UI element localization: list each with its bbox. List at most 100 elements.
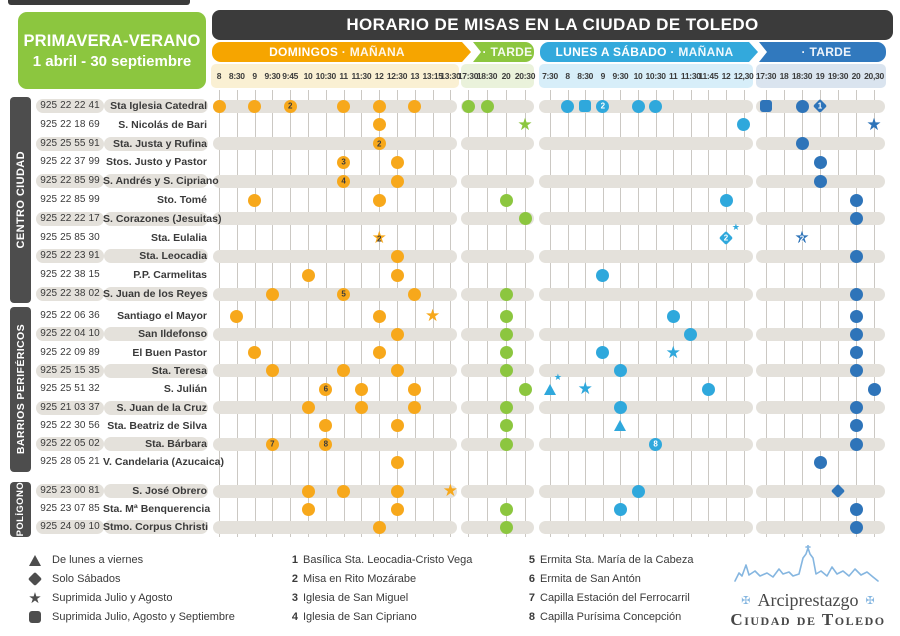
time-column-label: 9:30: [264, 71, 281, 81]
phone-number: 925 23 00 81: [40, 485, 100, 496]
mass-marker-circle: [335, 362, 353, 380]
circle-marker-shape: [795, 99, 809, 113]
grid-line: [567, 90, 569, 537]
time-column-label: 11: [668, 71, 678, 81]
mass-marker-circle: [594, 266, 612, 284]
church-name: Sta. Teresa: [151, 364, 207, 377]
mass-marker-circle: [847, 191, 865, 209]
row-stripe: [461, 99, 534, 113]
mass-marker-star: ★: [865, 116, 883, 134]
row-stripe: [539, 401, 753, 414]
mass-marker-circle: [299, 266, 317, 284]
time-column-label: 19:30: [827, 71, 849, 81]
circle-marker-shape: [390, 268, 404, 282]
mass-marker-circle: [335, 482, 353, 500]
mass-marker-circle: [497, 500, 515, 518]
phone-number: 925 22 04 10: [40, 328, 100, 340]
circle-marker-shape: [613, 401, 627, 414]
star-marker-shape: ★: [665, 342, 681, 363]
mass-marker-circle: [370, 97, 388, 115]
mass-marker-circle: [497, 518, 515, 536]
row-stripe: [213, 249, 457, 263]
circle-marker-shape: [849, 364, 863, 378]
grid-line: [219, 90, 220, 537]
time-column-label: 10: [303, 71, 313, 81]
mass-marker-circle: [847, 518, 865, 536]
church-name: S. José Obrero: [132, 485, 207, 497]
church-name: Sta Iglesia Catedral: [110, 100, 207, 112]
circle-marker-shape: [265, 364, 279, 378]
mass-marker-circle: 8: [317, 435, 335, 453]
time-column-label: 17:30: [755, 71, 777, 81]
church-name: El Buen Pastor: [132, 346, 207, 359]
church-name: Sta. Beatriz de Silva: [107, 419, 207, 432]
mass-marker-circle: [811, 453, 829, 471]
circle-marker-shape: [849, 193, 863, 207]
row-name-pill: [104, 174, 208, 189]
circle-marker-shape: [737, 118, 751, 132]
time-column-label: 10:30: [315, 71, 337, 81]
time-header-tint-dm: [211, 64, 459, 88]
circle-marker-shape: [390, 502, 404, 516]
mass-marker-circle: 8: [647, 435, 665, 453]
row-name-pill: [104, 287, 208, 301]
legend-note-number: 1: [291, 554, 298, 566]
row-stripe: [756, 327, 885, 341]
legend-note-number: 7: [528, 592, 535, 604]
row-stripe: [213, 99, 457, 113]
mass-marker-circle: [406, 97, 424, 115]
mass-marker-star: ★ 2: [370, 229, 388, 247]
band-lunes-sabado-tarde: · TARDE: [759, 42, 886, 62]
mass-marker-circle: 4: [335, 172, 353, 190]
time-column-label: 13:30: [440, 71, 461, 81]
marker-number: 2: [723, 233, 729, 243]
mass-marker-circle: [388, 325, 406, 343]
time-column-label: 12,30: [733, 71, 754, 81]
row-stripe: [461, 401, 534, 414]
mass-marker-circle: [370, 116, 388, 134]
marker-number: 2: [287, 101, 293, 111]
mass-marker-circle: [611, 362, 629, 380]
row-stripe: [756, 249, 885, 263]
diamond-icon: [26, 571, 44, 587]
mass-marker-circle: [335, 97, 353, 115]
circle-marker-shape: [596, 346, 610, 360]
mass-marker-circle: [811, 172, 829, 190]
marker-number: 4: [341, 176, 346, 186]
phone-number: 925 25 85 30: [40, 231, 100, 243]
grid-line: [272, 90, 274, 537]
church-name: Sta. Eulalia: [150, 231, 207, 244]
circle-marker-shape: [849, 327, 863, 341]
phone-number: 925 22 22 17: [40, 212, 100, 224]
mass-marker-circle: [559, 97, 577, 115]
grid-line: [838, 90, 839, 537]
circle-marker-shape: [499, 502, 513, 516]
mass-marker-circle: [717, 191, 735, 209]
band-day-label: DOMINGOS: [269, 45, 339, 59]
circle-marker-shape: [849, 437, 863, 451]
mass-marker-circle: [370, 191, 388, 209]
row-stripe: [539, 137, 753, 151]
mass-marker-diamond: [829, 482, 847, 500]
band-time-label: TARDE: [809, 45, 852, 59]
row-stripe: [539, 327, 753, 341]
grid-line: [638, 90, 639, 537]
circle-marker-shape: [337, 364, 351, 378]
mass-marker-circle: [811, 153, 829, 171]
group-label-text: CENTRO CIUDAD: [14, 151, 27, 249]
mass-marker-triangle: [611, 417, 629, 435]
grid-line: [784, 90, 785, 537]
row-stripe: [461, 249, 534, 263]
row-stripe: [461, 520, 534, 534]
circle-marker-shape: [613, 502, 627, 516]
mass-marker-circle: [847, 399, 865, 417]
grid-line: [655, 90, 657, 537]
church-name: San Ildefonso: [138, 328, 207, 341]
circle-marker-shape: [265, 437, 279, 451]
row-phone-pill: [36, 400, 104, 415]
time-column-label: 9: [252, 71, 257, 81]
phone-number: 925 24 09 10: [40, 521, 100, 533]
mass-marker-square: [576, 97, 594, 115]
mass-marker-circle: [664, 307, 682, 325]
band-sep: ·: [482, 45, 491, 59]
